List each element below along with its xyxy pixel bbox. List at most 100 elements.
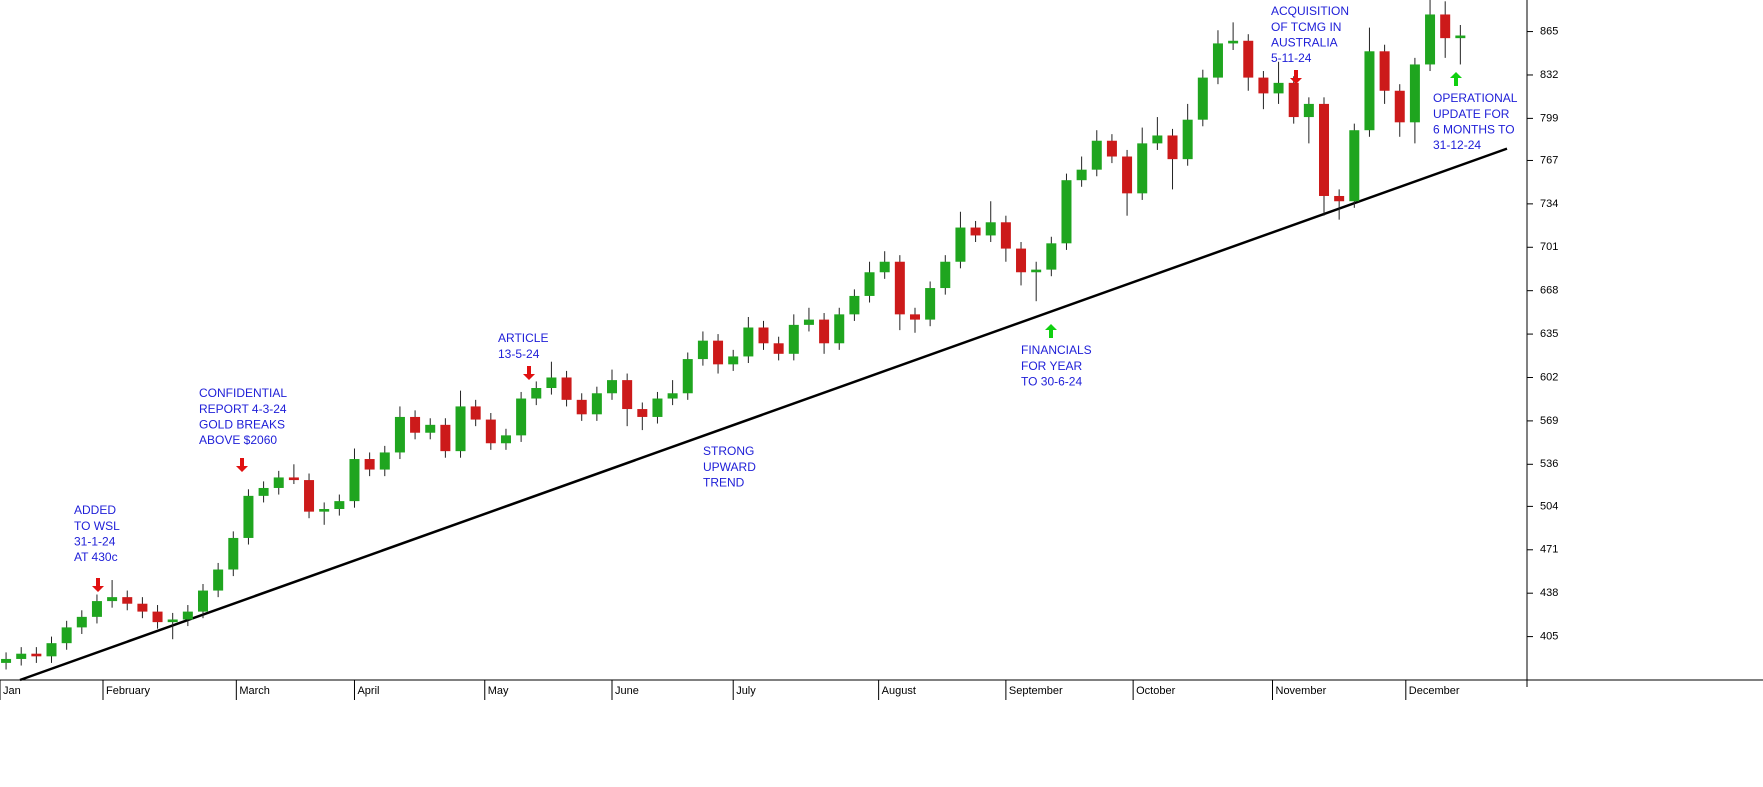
candle-body <box>455 406 466 452</box>
x-tick-label: May <box>488 685 509 697</box>
candle-body <box>304 480 315 512</box>
candle-body <box>561 377 572 400</box>
candle-body <box>576 399 587 415</box>
candle-body <box>1182 119 1193 160</box>
annotation: UPDATE FOR <box>1433 107 1510 121</box>
y-tick-label: 504 <box>1540 500 1558 512</box>
annotation: 6 MONTHS TO <box>1433 122 1515 136</box>
candle-body <box>1394 90 1405 123</box>
candle-body <box>758 327 769 344</box>
annotation-arrow <box>236 458 248 472</box>
candle-body <box>46 643 57 657</box>
candle-body <box>652 398 663 417</box>
annotation: TREND <box>703 475 745 489</box>
annotation-arrow <box>523 366 535 380</box>
candle-body <box>1031 269 1042 273</box>
candle-body <box>1061 180 1072 244</box>
candle-body <box>1152 135 1163 144</box>
candle-body <box>970 227 981 236</box>
annotation: OF TCMG IN <box>1271 20 1341 34</box>
annotation: ACQUISITION <box>1271 4 1349 18</box>
candle-body <box>834 314 845 344</box>
candle-body <box>879 261 890 273</box>
candle-body <box>364 459 375 470</box>
candle-body <box>607 380 618 394</box>
annotation-arrow <box>1045 324 1057 338</box>
candle-body <box>16 653 27 659</box>
candle-body <box>1273 82 1284 94</box>
annotation-arrow <box>1290 70 1302 84</box>
x-tick-label: November <box>1276 685 1327 697</box>
candle-body <box>697 340 708 360</box>
candle-body <box>591 393 602 415</box>
candle-body <box>197 590 208 612</box>
x-tick-label: October <box>1136 685 1175 697</box>
y-tick-label: 602 <box>1540 371 1558 383</box>
y-tick-label: 438 <box>1540 587 1558 599</box>
annotation: FINANCIALS <box>1021 343 1092 357</box>
y-tick-label: 767 <box>1540 154 1558 166</box>
candle-body <box>1319 103 1330 196</box>
candle-body <box>485 419 496 444</box>
candle-body <box>622 380 633 410</box>
candle-body <box>228 537 239 570</box>
candle-body <box>1228 40 1239 44</box>
candle-body <box>1303 103 1314 118</box>
candle-body <box>546 377 557 389</box>
y-tick-label: 668 <box>1540 285 1558 297</box>
candle-body <box>940 261 951 289</box>
y-tick-label: 701 <box>1540 241 1558 253</box>
candle-body <box>819 319 830 344</box>
x-tick-label: December <box>1409 685 1460 697</box>
candle-body <box>1409 64 1420 123</box>
candle-body <box>107 597 118 602</box>
y-tick-label: 734 <box>1540 198 1558 210</box>
y-tick-label: 635 <box>1540 328 1558 340</box>
x-tick-label: July <box>736 685 756 697</box>
annotation: 5-11-24 <box>1271 51 1312 65</box>
x-tick-label: February <box>106 685 151 697</box>
x-tick-label: April <box>357 685 379 697</box>
candle-body <box>531 388 542 399</box>
annotation-arrow <box>1450 72 1462 86</box>
annotation: TO WSL <box>74 519 120 533</box>
annotation: OPERATIONAL <box>1433 91 1518 105</box>
annotation: 31-1-24 <box>74 534 116 548</box>
x-tick-label: September <box>1009 685 1063 697</box>
x-tick-label: June <box>615 685 639 697</box>
candle-body <box>667 393 678 399</box>
candle-body <box>258 487 269 496</box>
annotation: FOR YEAR <box>1021 359 1082 373</box>
candle-body <box>1046 243 1057 270</box>
candle-body <box>1122 156 1133 194</box>
candle-body <box>1349 130 1360 202</box>
candle-body <box>1288 82 1299 118</box>
candle-body <box>349 459 360 502</box>
candle-body <box>273 477 284 488</box>
x-tick-label: August <box>882 685 916 697</box>
candle-body <box>728 356 739 365</box>
candle-body <box>182 611 193 620</box>
candle-body <box>682 359 693 394</box>
annotation: AUSTRALIA <box>1271 35 1338 49</box>
candle-body <box>122 597 133 604</box>
candle-body <box>76 616 87 628</box>
candle-body <box>91 601 102 617</box>
candle-body <box>1000 222 1011 249</box>
candle-body <box>713 340 724 365</box>
annotation-arrow <box>92 578 104 592</box>
candle-body <box>1425 14 1436 65</box>
y-tick-label: 832 <box>1540 69 1558 81</box>
annotation: STRONG <box>703 444 754 458</box>
annotation: ARTICLE <box>498 331 548 345</box>
annotation: 31-12-24 <box>1433 138 1481 152</box>
candle-body <box>1 658 12 663</box>
candle-body <box>500 435 511 444</box>
annotation: TO 30-6-24 <box>1021 374 1082 388</box>
annotation: 13-5-24 <box>498 347 540 361</box>
candle-body <box>1243 40 1254 78</box>
candle-body <box>379 452 390 470</box>
candle-body <box>243 495 254 538</box>
candle-body <box>470 406 481 420</box>
